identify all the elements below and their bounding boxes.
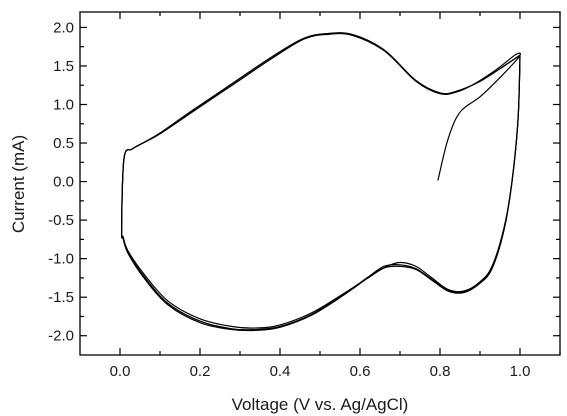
plot-frame <box>79 11 561 356</box>
cv-cycle-3 <box>120 32 521 332</box>
y-tick-label: 2.0 <box>53 19 74 36</box>
x-tick-label: 0.8 <box>430 363 451 380</box>
y-tick-label: -1.0 <box>48 251 74 268</box>
axis-ticks <box>80 12 561 355</box>
cv-cycle-1 <box>120 32 521 329</box>
cv-curves <box>120 32 521 332</box>
y-tick-label: 0.5 <box>53 135 74 152</box>
y-tick-label: -1.5 <box>48 289 74 306</box>
y-tick-label: -0.5 <box>48 212 74 229</box>
x-tick-label: 0.4 <box>270 363 291 380</box>
y-tick-label: 1.0 <box>53 96 74 113</box>
y-axis-title: Current (mA) <box>9 135 28 233</box>
x-tick-label: 0.0 <box>110 363 131 380</box>
y-tick-label: 0.0 <box>53 174 74 191</box>
y-tick-label: -2.0 <box>48 328 74 345</box>
x-tick-label: 1.0 <box>510 363 531 380</box>
x-tick-label: 0.2 <box>190 363 211 380</box>
axis-tick-labels: 0.0 0.2 0.4 0.6 0.8 1.0 2.0 1.5 1.0 0.5 0.0 -0.5 -1.… <box>48 19 530 380</box>
cv-cycle-2 <box>120 32 521 331</box>
x-axis-title: Voltage (V vs. Ag/AgCl) <box>232 395 409 414</box>
x-tick-label: 0.6 <box>350 363 371 380</box>
y-tick-label: 1.5 <box>53 58 74 75</box>
